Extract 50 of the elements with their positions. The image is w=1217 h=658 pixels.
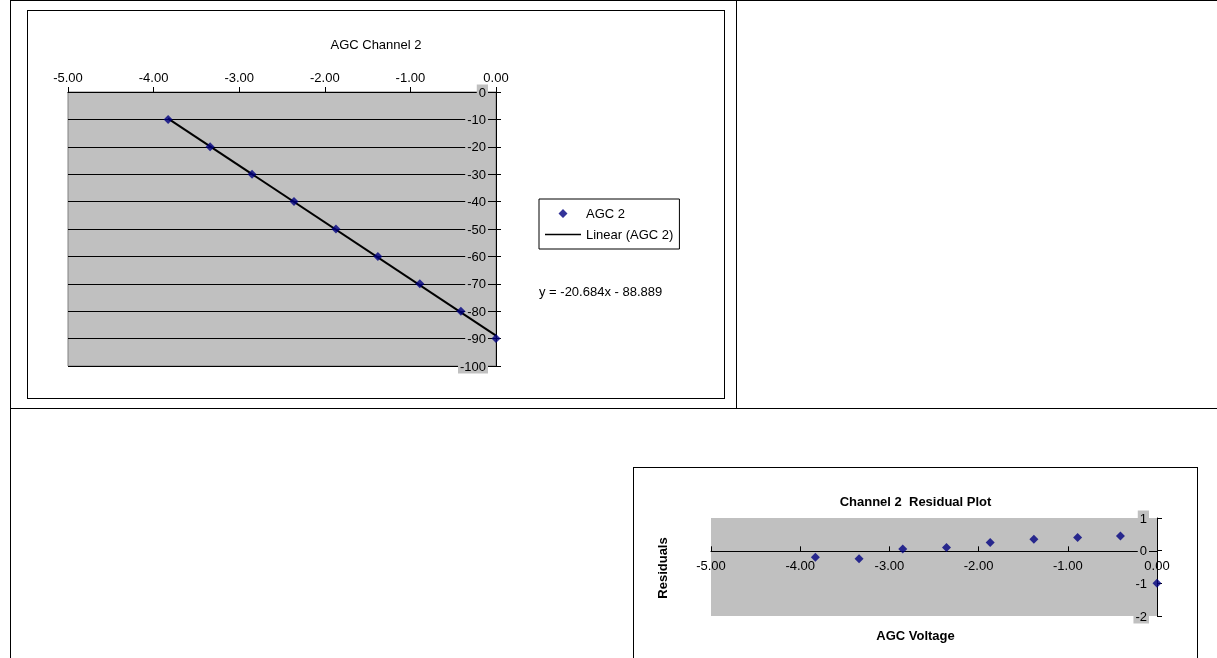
x-tick-label: -3.00 [224, 70, 255, 85]
y-tick-label: -80 [467, 303, 486, 319]
point [854, 554, 864, 564]
y-tick-label: 1 [1139, 510, 1147, 526]
x-tick-label: -4.00 [138, 70, 169, 85]
y-tick-label: -10 [467, 111, 486, 127]
x-axis-title: AGC Voltage [876, 628, 955, 643]
x-tick-label: -1.00 [1052, 558, 1083, 574]
text: y = -20.684x - 88.889 [539, 284, 663, 299]
point [415, 279, 425, 289]
x-tick-label: -1.00 [395, 70, 426, 85]
point [456, 306, 466, 316]
y-tick-label: -60 [467, 248, 486, 264]
point [985, 538, 995, 547]
legend-label: Linear (AGC 2) [586, 227, 674, 242]
y-tick-label: 0 [478, 84, 486, 100]
y-tick-label: -1 [1135, 575, 1147, 591]
x-tick-label: -5.00 [53, 70, 83, 85]
x-tick-label: 0.00 [483, 70, 509, 85]
y-tick-label: -100 [459, 358, 486, 374]
y-tick-label: 0 [1139, 543, 1147, 559]
point [1115, 531, 1125, 541]
legend-label: AGC 2 [586, 206, 626, 221]
y-tick-label: -20 [467, 139, 486, 155]
x-tick-label: -2.00 [963, 558, 994, 574]
x-tick-label: -4.00 [785, 558, 816, 574]
point [941, 542, 951, 552]
point [163, 114, 173, 124]
point [1029, 534, 1039, 544]
y-tick-label: -90 [467, 331, 486, 347]
point [1073, 533, 1083, 543]
y-tick-label: -50 [467, 221, 486, 237]
point [373, 251, 383, 261]
point [331, 224, 341, 234]
point [1152, 578, 1162, 588]
x-tick-label: -2.00 [309, 70, 340, 85]
point [289, 197, 299, 207]
y-tick-label: -2 [1135, 608, 1147, 624]
point [247, 169, 257, 179]
x-tick-label: -3.00 [874, 558, 905, 574]
y-tick-label: -30 [467, 166, 486, 182]
y-tick-label: -40 [467, 194, 486, 210]
point [810, 552, 820, 562]
y-tick-label: -70 [467, 276, 486, 292]
x-tick-label: -5.00 [696, 558, 726, 574]
point [898, 544, 908, 554]
point [205, 142, 215, 152]
chart-title: Channel 2 Residual Plot [839, 494, 993, 509]
y-axis-title: Residuals [654, 537, 670, 599]
chart-title: AGC Channel 2 [330, 37, 422, 52]
